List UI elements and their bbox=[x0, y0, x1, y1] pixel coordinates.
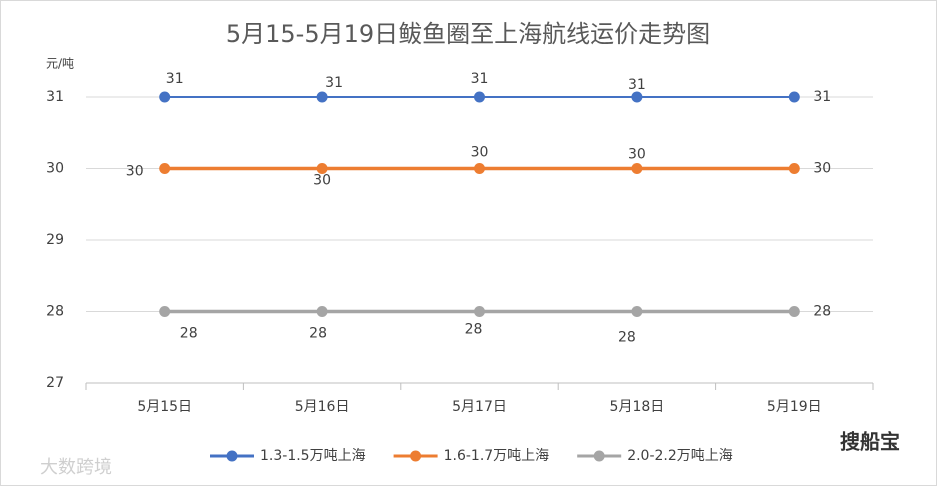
legend-marker bbox=[226, 450, 238, 462]
legend-label: 1.3-1.5万吨上海 bbox=[260, 448, 366, 464]
data-label: 28 bbox=[180, 326, 198, 342]
data-label: 30 bbox=[126, 164, 144, 180]
point bbox=[788, 163, 800, 174]
y-tick-label: 31 bbox=[46, 89, 64, 105]
data-label: 28 bbox=[618, 330, 636, 346]
watermark: 搜船宝 bbox=[840, 430, 900, 454]
x-tick-label: 5月15日 bbox=[137, 399, 192, 415]
x-tick-label: 5月18日 bbox=[610, 399, 665, 415]
legend-label: 2.0-2.2万吨上海 bbox=[627, 448, 733, 464]
point bbox=[474, 91, 485, 103]
data-label: 28 bbox=[813, 304, 831, 320]
x-tick-label: 5月17日 bbox=[452, 399, 507, 415]
point bbox=[474, 306, 485, 317]
point bbox=[159, 91, 171, 103]
y-tick-label: 29 bbox=[46, 232, 64, 248]
point bbox=[788, 91, 800, 103]
data-label: 31 bbox=[813, 89, 831, 105]
y-tick-label: 27 bbox=[46, 375, 64, 391]
data-label: 31 bbox=[628, 77, 646, 93]
data-label: 30 bbox=[813, 161, 831, 177]
point bbox=[631, 306, 643, 317]
y-unit: 元/吨 bbox=[46, 57, 74, 71]
legend-marker bbox=[410, 450, 422, 462]
y-tick-label: 30 bbox=[46, 161, 64, 177]
data-label: 30 bbox=[471, 145, 489, 161]
point bbox=[316, 163, 328, 174]
data-label: 31 bbox=[166, 71, 184, 87]
data-label: 30 bbox=[313, 173, 331, 189]
x-tick-label: 5月19日 bbox=[767, 399, 822, 415]
chart-title: 5月15-5月19日鲅鱼圈至上海航线运价走势图 bbox=[226, 20, 710, 48]
point bbox=[631, 91, 643, 103]
data-label: 28 bbox=[465, 322, 483, 338]
point bbox=[159, 163, 171, 174]
point bbox=[159, 306, 171, 317]
point bbox=[316, 91, 328, 103]
point bbox=[474, 163, 485, 174]
point bbox=[788, 306, 800, 317]
data-label: 31 bbox=[471, 71, 489, 87]
legend-marker bbox=[593, 450, 605, 462]
x-tick-label: 5月16日 bbox=[295, 399, 350, 415]
y-tick-label: 28 bbox=[46, 304, 64, 320]
point bbox=[631, 163, 643, 174]
watermark: 大数跨境 bbox=[40, 457, 112, 478]
point bbox=[316, 306, 328, 317]
data-label: 31 bbox=[325, 75, 343, 91]
data-label: 28 bbox=[309, 326, 327, 342]
legend-label: 1.6-1.7万吨上海 bbox=[444, 448, 550, 464]
data-label: 30 bbox=[628, 147, 646, 163]
